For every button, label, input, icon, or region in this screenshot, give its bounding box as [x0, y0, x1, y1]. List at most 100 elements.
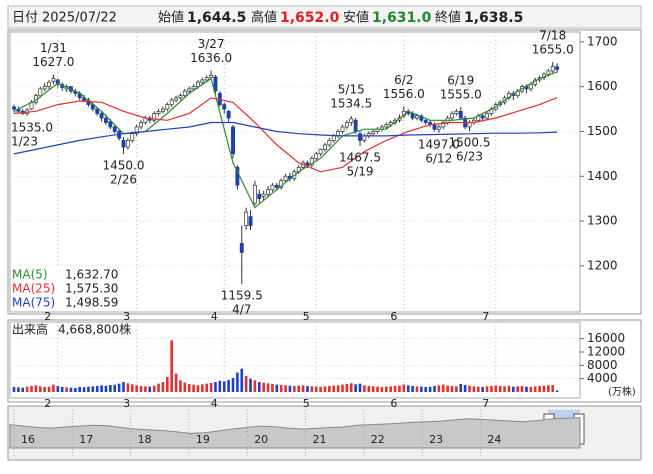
- high-label: 高値: [251, 10, 277, 26]
- volume-bar: [516, 386, 519, 392]
- candle-body: [349, 118, 354, 123]
- volume-bar: [253, 380, 257, 392]
- header-bar: [7, 5, 642, 29]
- navigator-label: 16: [21, 433, 35, 446]
- candle-body: [196, 81, 200, 88]
- volume-bar: [494, 385, 498, 392]
- volume-bar: [21, 387, 25, 392]
- candle-body: [353, 119, 358, 132]
- volume-bar: [358, 383, 362, 392]
- volume-bar: [148, 386, 152, 392]
- volume-bar: [113, 384, 117, 392]
- volume-bar: [367, 386, 371, 392]
- candle-body: [423, 119, 428, 123]
- volume-bar: [236, 372, 239, 392]
- candle-body: [441, 122, 446, 128]
- navigator-area: [9, 417, 581, 449]
- volume-bar: [376, 386, 379, 392]
- candle-body: [454, 110, 459, 114]
- navigator-label: 21: [313, 433, 327, 446]
- candle-body: [213, 76, 218, 92]
- volume-bar: [490, 386, 493, 392]
- y-tick-label: 8000: [587, 358, 618, 372]
- volume-title: 出来高: [12, 322, 48, 337]
- volume-bar: [319, 387, 322, 392]
- volume-bar: [420, 386, 423, 392]
- candle-body: [55, 79, 60, 85]
- annotation-date: 1/31: [40, 41, 67, 55]
- candle-body: [323, 144, 327, 150]
- candle-body: [204, 77, 209, 81]
- date-label: 日付: [12, 11, 38, 26]
- x-tick-label: 7: [482, 310, 489, 323]
- candle-body: [12, 106, 16, 110]
- candle-body: [108, 121, 113, 128]
- candle-body: [226, 110, 231, 119]
- candle-body: [248, 216, 253, 226]
- volume-bar: [257, 382, 261, 392]
- candle-body: [467, 122, 472, 128]
- date: 2025/07/22: [42, 11, 117, 26]
- annotation-date: 2/26: [110, 172, 137, 186]
- navigator-label: 18: [138, 433, 152, 446]
- volume-bar: [109, 385, 112, 392]
- candle-body: [283, 175, 288, 182]
- annotation-price: 1500.5: [449, 136, 491, 150]
- candle-body: [104, 117, 108, 123]
- volume-bar: [507, 385, 511, 392]
- volume-bar: [56, 386, 60, 392]
- candle-body: [191, 86, 196, 90]
- candle-body: [415, 115, 419, 119]
- volume-bar: [12, 387, 16, 392]
- annotation-price: 1467.5: [339, 151, 381, 165]
- volume-bar: [341, 384, 344, 392]
- ma-line: [13, 71, 558, 209]
- candle-body: [358, 133, 362, 141]
- volume-bar: [231, 378, 235, 392]
- candle-body: [200, 79, 205, 83]
- volume-bar: [262, 382, 265, 392]
- legend-box: [11, 266, 121, 310]
- volume-bar: [472, 386, 476, 392]
- volume-total: 4,668,800株: [58, 322, 131, 337]
- legend-name: MA(75): [12, 296, 55, 310]
- candle-body: [450, 113, 454, 119]
- volume-unit: (万株): [608, 385, 636, 398]
- annotation-price: 1556.0: [383, 87, 425, 101]
- candle-body: [266, 189, 270, 195]
- volume-bar: [349, 383, 353, 392]
- annotation-date: 4/7: [232, 303, 251, 317]
- candle-body: [152, 113, 157, 121]
- volume-bar: [192, 384, 195, 392]
- low-label: 安値: [343, 10, 369, 26]
- candle-body: [371, 131, 376, 135]
- volume-bar: [266, 383, 270, 392]
- volume-bar: [498, 386, 502, 392]
- volume-bar: [463, 385, 467, 392]
- candle-body: [178, 95, 183, 99]
- annotation-date: 1/23: [11, 134, 38, 148]
- volume-bar: [284, 385, 287, 392]
- annotation-date: 5/19: [347, 165, 374, 179]
- legend-name: MA(25): [12, 282, 55, 296]
- main-frame: [7, 29, 642, 315]
- volume-bar: [301, 385, 305, 392]
- candle-body: [327, 140, 332, 146]
- ma-line: [13, 121, 558, 155]
- volume-bar: [104, 385, 108, 392]
- volume-bar: [411, 386, 414, 392]
- volume-bar: [227, 380, 230, 392]
- candle-body: [555, 66, 560, 70]
- volume-bar: [481, 387, 484, 392]
- candle-body: [160, 108, 165, 112]
- volume-bar: [144, 386, 147, 392]
- volume-bar: [406, 385, 410, 392]
- x-tick-label: 6: [390, 310, 397, 323]
- volume-bar: [437, 385, 441, 392]
- high: 1,652.0: [280, 10, 340, 26]
- volume-bar: [91, 386, 95, 392]
- volume-bar: [47, 386, 51, 392]
- annotation-date: 6/19: [447, 73, 474, 87]
- annotation-price: 1535.0: [11, 120, 53, 134]
- annotation-price: 1159.5: [221, 289, 263, 303]
